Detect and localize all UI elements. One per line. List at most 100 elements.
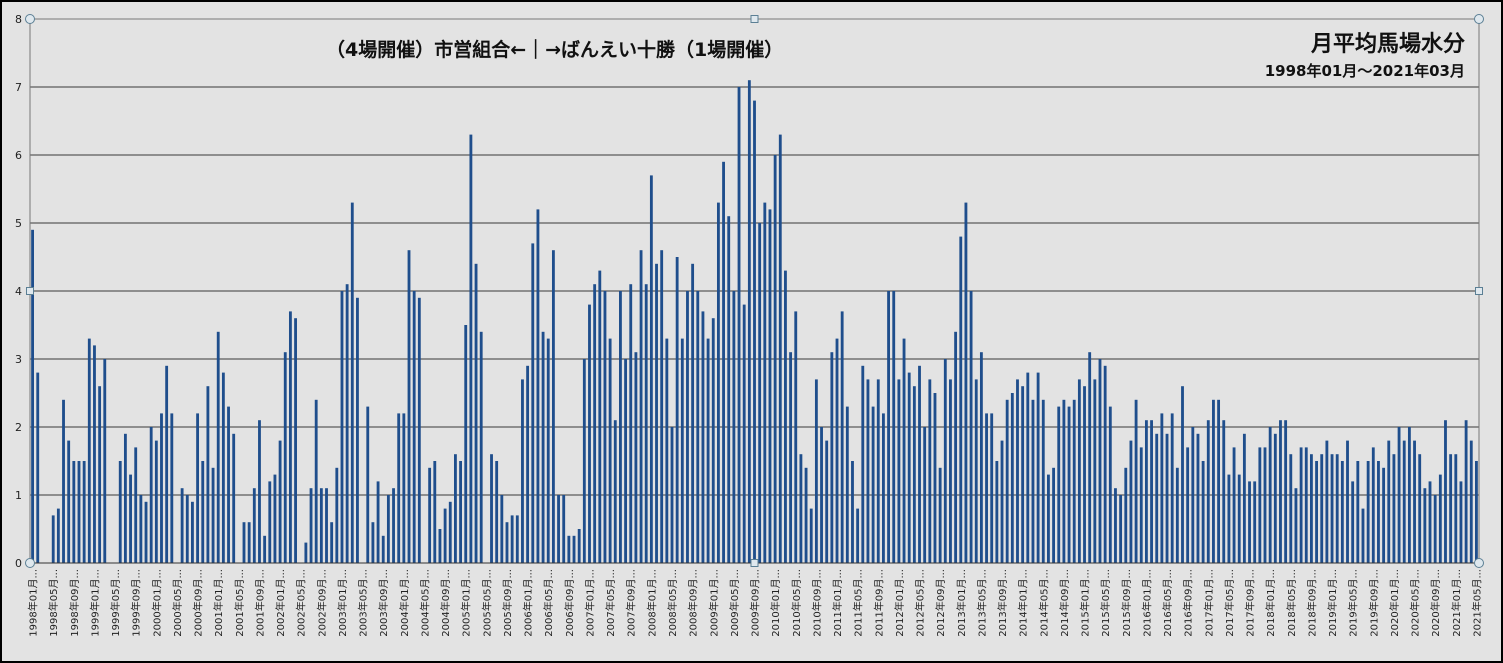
bar <box>1377 461 1380 563</box>
x-tick-label: 2020年05月... <box>1409 569 1422 637</box>
bar <box>123 433 127 563</box>
bar <box>1036 372 1040 563</box>
x-tick-label: 1998年05月... <box>47 569 60 637</box>
bar <box>949 379 952 563</box>
x-tick-label: 2001年09月... <box>253 569 266 637</box>
edge-resize-handle[interactable] <box>1475 287 1483 295</box>
bar <box>82 461 86 563</box>
bar <box>1134 399 1138 563</box>
bar <box>588 304 591 563</box>
x-tick-label: 2020年09月... <box>1429 569 1442 637</box>
bar <box>185 495 189 563</box>
bar <box>340 291 344 563</box>
bar <box>711 318 715 563</box>
x-tick-label: 2011年05月... <box>852 569 865 637</box>
bar <box>118 461 122 563</box>
x-tick-label: 1999年09月... <box>130 569 143 637</box>
x-tick-label: 2007年05月... <box>604 569 617 637</box>
bar <box>1031 399 1035 563</box>
bar <box>675 257 679 563</box>
bar <box>211 467 215 563</box>
x-tick-label: 2021年01月... <box>1450 569 1463 637</box>
bar <box>1387 440 1391 563</box>
bar <box>1139 447 1143 563</box>
x-tick-label: 2000年05月... <box>171 569 184 637</box>
x-tick-labels: 1998年01月... 1998年05月... 1998年09月... 1999年01… <box>27 569 1484 637</box>
bar <box>191 501 194 563</box>
bar <box>1438 474 1442 563</box>
bar <box>1175 467 1179 563</box>
bar <box>1052 467 1055 563</box>
x-tick-label: 2005年09月... <box>501 569 514 637</box>
bar <box>727 216 731 563</box>
bar <box>154 440 158 563</box>
bar <box>706 338 710 563</box>
x-tick-label: 2019年09月... <box>1367 569 1380 637</box>
bar <box>36 372 40 563</box>
bar <box>603 291 607 563</box>
bar <box>1057 406 1061 563</box>
bar <box>1279 420 1282 563</box>
x-tick-label: 2005年01月... <box>460 569 473 637</box>
bar <box>1000 440 1004 563</box>
bar <box>304 542 308 563</box>
bar <box>1222 420 1226 563</box>
bar <box>402 413 406 563</box>
bar <box>1016 379 1019 563</box>
bar <box>804 467 808 563</box>
bar <box>505 522 509 563</box>
bar <box>985 413 988 563</box>
x-tick-label: 2014年01月... <box>1017 569 1030 637</box>
bar <box>644 284 648 563</box>
bar <box>701 311 705 563</box>
corner-resize-handle[interactable] <box>1474 14 1484 24</box>
bar <box>1155 433 1159 563</box>
bar <box>252 488 256 563</box>
edge-resize-handle[interactable] <box>750 15 759 23</box>
x-tick-label: 2000年01月... <box>150 569 163 637</box>
bar <box>149 427 153 563</box>
bar <box>1160 413 1164 563</box>
bar <box>613 420 617 563</box>
bar <box>753 100 756 563</box>
x-tick-label: 2002年01月... <box>274 569 287 637</box>
y-tick-label: 5 <box>15 217 22 230</box>
bar <box>314 399 318 563</box>
selection-handles[interactable] <box>25 14 1484 568</box>
bar <box>345 284 349 563</box>
x-tick-label: 2017年01月... <box>1202 569 1215 637</box>
bar <box>1010 393 1014 563</box>
bar <box>521 379 524 563</box>
bar <box>778 134 782 563</box>
x-tick-label: 2015年09月... <box>1120 569 1133 637</box>
bar <box>134 447 138 563</box>
bar <box>546 338 550 563</box>
bar <box>1108 406 1112 563</box>
x-tick-label: 1998年09月... <box>68 569 81 637</box>
bar <box>773 155 777 563</box>
x-tick-label: 2014年09月... <box>1058 569 1071 637</box>
bar <box>943 359 947 563</box>
bar <box>350 202 354 563</box>
corner-resize-handle[interactable] <box>1474 558 1484 568</box>
corner-resize-handle[interactable] <box>25 558 35 568</box>
bar <box>335 467 339 563</box>
x-tick-label: 2011年09月... <box>872 569 885 637</box>
bar <box>1026 372 1030 563</box>
bar <box>273 474 277 563</box>
bar <box>629 284 633 563</box>
bar <box>98 386 102 563</box>
bar <box>1170 413 1174 563</box>
bar <box>72 461 76 563</box>
x-tick-label: 2015年01月... <box>1079 569 1092 637</box>
x-tick-label: 2016年09月... <box>1182 569 1195 637</box>
edge-resize-handle[interactable] <box>26 287 34 295</box>
bar <box>1119 495 1123 563</box>
bar <box>221 372 225 563</box>
x-tick-label: 2018年09月... <box>1305 569 1318 637</box>
corner-resize-handle[interactable] <box>25 14 35 24</box>
edge-resize-handle[interactable] <box>750 559 759 567</box>
bar <box>495 461 499 563</box>
bar <box>918 365 921 563</box>
